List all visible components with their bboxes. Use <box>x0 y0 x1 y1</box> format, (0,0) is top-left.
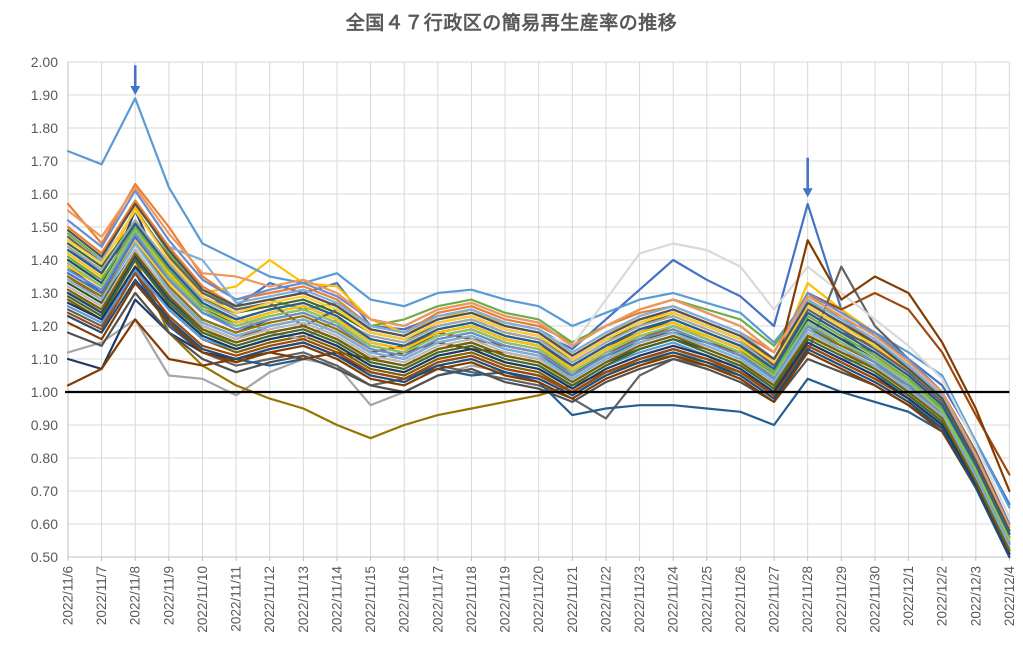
x-axis-tick-label: 2022/11/26 <box>733 566 748 633</box>
series-line[interactable] <box>66 222 1011 536</box>
series-line[interactable] <box>66 202 1011 532</box>
x-axis-tick-label: 2022/11/21 <box>565 566 580 633</box>
x-axis-tick-label: 2022/11/22 <box>598 566 613 633</box>
x-axis-tick-label: 2022/11/19 <box>498 566 513 633</box>
x-axis-tick-label: 2022/11/11 <box>229 566 244 632</box>
x-axis-tick-label: 2022/12/3 <box>968 566 983 626</box>
series-line[interactable] <box>66 242 1011 549</box>
series-line[interactable] <box>66 272 1011 555</box>
x-axis-tick-label: 2022/11/8 <box>128 566 143 625</box>
x-axis-tick-label: 2022/11/24 <box>666 566 681 633</box>
series-line[interactable] <box>66 229 1011 542</box>
x-axis-tick-label: 2022/11/20 <box>531 566 546 633</box>
y-axis-tick-label: 1.00 <box>31 384 58 400</box>
series-line[interactable] <box>66 186 1011 529</box>
x-axis-tick-label: 2022/11/13 <box>296 566 311 633</box>
y-axis-tick-label: 0.90 <box>31 417 58 433</box>
x-axis-tick-label: 2022/11/29 <box>834 566 849 633</box>
series-line[interactable] <box>66 265 1011 555</box>
y-axis-tick-label: 1.20 <box>31 318 58 334</box>
x-axis-tick-label: 2022/11/17 <box>430 566 445 633</box>
series-line[interactable] <box>66 291 1011 552</box>
x-axis-tick-label: 2022/11/27 <box>767 566 782 633</box>
x-axis-tick-label: 2022/11/28 <box>800 566 815 633</box>
x-axis-tick-label: 2022/11/9 <box>161 566 176 625</box>
x-axis-tick-label: 2022/11/30 <box>867 566 882 633</box>
chart-title: 全国４７行政区の簡易再生産率の推移 <box>345 13 678 34</box>
down-arrow-head-icon <box>130 86 141 95</box>
x-axis-tick-label: 2022/11/6 <box>61 566 76 625</box>
y-axis-tick-label: 1.30 <box>31 285 58 301</box>
y-axis-tick-label: 1.70 <box>31 153 58 169</box>
series-line[interactable] <box>66 199 1011 532</box>
y-axis-tick-label: 0.80 <box>31 450 58 466</box>
x-axis-tick-label: 2022/11/14 <box>329 566 344 633</box>
y-axis-tick-label: 1.50 <box>31 219 58 235</box>
y-axis-tick-label: 1.60 <box>31 186 58 202</box>
x-axis-tick-label: 2022/11/16 <box>397 566 412 633</box>
y-axis-tick-label: 1.40 <box>31 252 58 268</box>
x-axis-tick-label: 2022/11/7 <box>94 566 109 625</box>
x-axis-tick-label: 2022/11/23 <box>632 566 647 633</box>
x-axis-tick-label: 2022/11/12 <box>262 566 277 633</box>
series-line[interactable] <box>66 252 1011 552</box>
y-axis-tick-label: 0.50 <box>31 549 58 565</box>
down-arrow-head-icon <box>802 188 813 198</box>
y-axis-tick-label: 1.80 <box>31 120 58 136</box>
x-axis-tick-label: 2022/12/4 <box>1002 566 1017 627</box>
x-axis-tick-label: 2022/11/15 <box>363 566 378 633</box>
x-axis-tick-label: 2022/12/2 <box>935 566 950 626</box>
y-axis-tick-label: 2.00 <box>31 54 58 70</box>
x-axis-tick-label: 2022/11/18 <box>464 566 479 633</box>
y-axis-tick-label: 1.10 <box>31 351 58 367</box>
series-line[interactable] <box>66 278 1011 559</box>
series-line[interactable] <box>66 258 1011 552</box>
x-axis-tick-label: 2022/11/10 <box>195 566 210 633</box>
series-line[interactable] <box>66 282 1011 559</box>
series-line[interactable] <box>66 209 1011 532</box>
x-axis-tick-label: 2022/12/1 <box>901 566 916 626</box>
y-axis-tick-label: 0.60 <box>31 516 58 532</box>
y-axis-tick-label: 0.70 <box>31 483 58 499</box>
y-axis-tick-label: 1.90 <box>31 87 58 103</box>
x-axis-tick-label: 2022/11/25 <box>699 566 714 633</box>
